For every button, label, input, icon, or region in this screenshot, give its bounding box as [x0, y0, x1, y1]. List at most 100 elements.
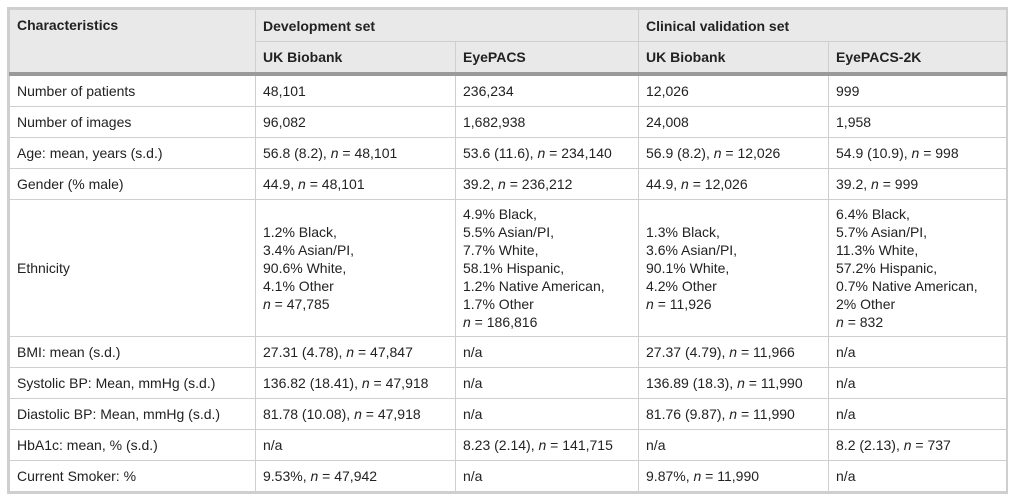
table-cell: n/a — [828, 367, 1008, 399]
table-row: Current Smoker: % 9.53%, n = 47,942 n/a 9.8… — [9, 460, 1008, 492]
cell-value: 9.53%, — [263, 468, 311, 484]
characteristics-table-container: Characteristics Development set Clinical… — [7, 7, 1008, 494]
table-row: Number of patients 48,101 236,234 12,026 999 — [9, 73, 1008, 107]
table-cell: 1.2% Black, 3.4% Asian/PI, 90.6% White, … — [255, 199, 456, 337]
n-symbol: n — [537, 145, 546, 161]
sample-size: = 11,966 — [737, 344, 795, 360]
table-row: Number of images 96,082 1,682,938 24,008 1,9… — [9, 106, 1008, 138]
table-cell: 999 — [828, 73, 1008, 107]
ethnicity-breakdown: 1.2% Black, 3.4% Asian/PI, 90.6% White, … — [263, 224, 355, 294]
header-row-columns: UK Biobank EyePACS UK Biobank EyePACS-2K — [10, 41, 1008, 76]
sample-size: = 47,918 — [361, 406, 421, 422]
n-symbol: n — [298, 176, 306, 192]
table-cell: 12,026 — [638, 73, 830, 107]
n-symbol: n — [836, 314, 844, 330]
table-cell: 53.6 (11.6), n = 234,140 — [454, 137, 640, 169]
table-cell: 96,082 — [255, 106, 456, 138]
table-row: Diastolic BP: Mean, mmHg (s.d.) 81.78 (10… — [9, 398, 1008, 430]
table-cell: 24,008 — [638, 106, 830, 138]
header-uk-biobank-dev: UK Biobank — [255, 41, 456, 76]
sample-size: = 47,942 — [318, 468, 378, 484]
cell-value: 136.89 (18.3), — [646, 375, 738, 391]
characteristics-table: Characteristics Development set Clinical… — [9, 9, 1008, 492]
table-row: Age: mean, years (s.d.) 56.8 (8.2), n = 4… — [9, 137, 1008, 169]
ethnicity-breakdown: 6.4% Black, 5.7% Asian/PI, 11.3% White, … — [836, 206, 978, 312]
header-eyepacs: EyePACS — [454, 41, 640, 76]
sample-size: = 737 — [911, 437, 951, 453]
table-cell: n/a — [454, 336, 640, 368]
n-symbol: n — [729, 344, 738, 360]
table-cell: n/a — [638, 429, 830, 461]
sample-size: = 998 — [919, 145, 959, 161]
sample-size: = 999 — [878, 176, 919, 192]
table-cell: 81.78 (10.08), n = 47,918 — [255, 398, 456, 430]
sample-size: = 12,026 — [688, 176, 748, 192]
cell-value: 81.78 (10.08), — [263, 406, 355, 422]
sample-size: = 186,816 — [470, 314, 538, 330]
table-cell: 136.82 (18.41), n = 47,918 — [255, 367, 456, 399]
n-symbol: n — [911, 145, 920, 161]
table-cell: 48,101 — [255, 73, 456, 107]
n-symbol: n — [646, 296, 654, 312]
n-symbol: n — [681, 176, 689, 192]
sample-size: = 48,101 — [305, 176, 365, 192]
ethnicity-breakdown: 1.3% Black, 3.6% Asian/PI, 90.1% White, … — [646, 224, 738, 294]
row-label: Diastolic BP: Mean, mmHg (s.d.) — [9, 398, 256, 430]
row-label: Systolic BP: Mean, mmHg (s.d.) — [9, 367, 256, 399]
row-label: BMI: mean (s.d.) — [9, 336, 256, 368]
header-clinical-validation-set: Clinical validation set — [638, 9, 1008, 42]
cell-value: 56.8 (8.2), — [263, 145, 331, 161]
sample-size: = 832 — [843, 314, 884, 330]
table-cell: 27.37 (4.79), n = 11,966 — [638, 336, 830, 368]
cell-value: 44.9, — [646, 176, 682, 192]
row-label: Current Smoker: % — [9, 460, 256, 492]
table-cell: 39.2, n = 236,212 — [454, 168, 640, 200]
table-cell: 9.53%, n = 47,942 — [255, 460, 456, 492]
n-symbol: n — [903, 437, 912, 453]
table-cell: n/a — [828, 460, 1008, 492]
row-label: Number of patients — [9, 73, 256, 107]
sample-size: = 11,926 — [653, 296, 712, 312]
table-row: Systolic BP: Mean, mmHg (s.d.) 136.82 (18… — [9, 367, 1008, 399]
table-cell: n/a — [828, 336, 1008, 368]
table-cell: 44.9, n = 12,026 — [638, 168, 830, 200]
cell-value: 27.37 (4.79), — [646, 344, 730, 360]
cell-value: 8.23 (2.14), — [463, 437, 539, 453]
cell-value: 53.6 (11.6), — [463, 145, 538, 161]
row-label: Ethnicity — [9, 199, 256, 337]
n-symbol: n — [463, 314, 471, 330]
sample-size: = 11,990 — [744, 375, 803, 391]
table-cell: 1.3% Black, 3.6% Asian/PI, 90.1% White, … — [638, 199, 830, 337]
table-body: Number of patients 48,101 236,234 12,026 999… — [9, 73, 1008, 492]
row-label: Gender (% male) — [9, 168, 256, 200]
sample-size: = 234,140 — [545, 145, 612, 161]
ethnicity-breakdown: 4.9% Black, 5.5% Asian/PI, 7.7% White, 5… — [463, 206, 605, 312]
n-symbol: n — [361, 375, 370, 391]
table-cell: 236,234 — [454, 73, 640, 107]
sample-size: = 47,847 — [354, 344, 413, 360]
table-row: HbA1c: mean, % (s.d.) n/a 8.23 (2.14), n =… — [9, 429, 1008, 461]
sample-size: = 236,212 — [505, 176, 573, 192]
table-cell: n/a — [255, 429, 456, 461]
cell-value: 39.2, — [836, 176, 872, 192]
sample-size: = 11,990 — [737, 406, 795, 422]
header-row-groups: Characteristics Development set Clinical… — [9, 9, 1008, 76]
table-cell: 136.89 (18.3), n = 11,990 — [638, 367, 830, 399]
cell-value: 81.76 (9.87), — [646, 406, 730, 422]
header-characteristics: Characteristics — [9, 9, 256, 76]
cell-value: 27.31 (4.78), — [263, 344, 347, 360]
n-symbol: n — [263, 296, 271, 312]
row-label: Age: mean, years (s.d.) — [9, 137, 256, 169]
table-row: BMI: mean (s.d.) 27.31 (4.78), n = 47,847… — [9, 336, 1008, 368]
header-eyepacs-2k: EyePACS-2K — [828, 41, 1008, 76]
cell-value: 39.2, — [463, 176, 499, 192]
table-cell: 4.9% Black, 5.5% Asian/PI, 7.7% White, 5… — [454, 199, 640, 337]
header-development-set: Development set — [254, 9, 640, 42]
sample-size: = 141,715 — [546, 437, 613, 453]
table-cell: 1,958 — [828, 106, 1008, 138]
n-symbol: n — [729, 406, 738, 422]
n-symbol: n — [693, 468, 702, 484]
n-symbol: n — [310, 468, 319, 484]
table-row: Gender (% male) 44.9, n = 48,101 39.2, n =… — [9, 168, 1008, 200]
n-symbol: n — [498, 176, 506, 192]
